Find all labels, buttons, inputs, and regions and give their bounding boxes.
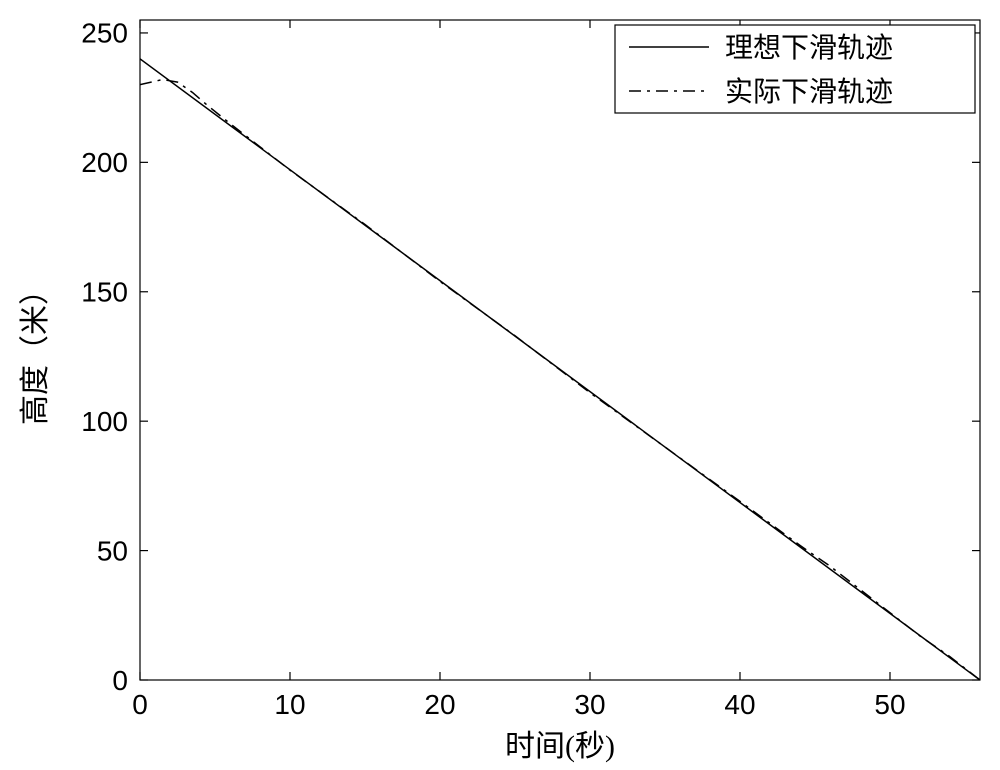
x-tick-label: 0	[132, 689, 148, 720]
x-tick-label: 40	[724, 689, 755, 720]
y-tick-label: 200	[81, 147, 128, 178]
line-chart: 0 10 20 30 40 50 0 50 100 150 200 250 时间(秒) 高度（米） 理想下滑…	[0, 0, 1000, 770]
plot-border	[140, 20, 980, 680]
y-tick-label: 0	[112, 665, 128, 696]
x-tick-label: 20	[424, 689, 455, 720]
y-tick-label: 50	[97, 535, 128, 566]
x-tick-label: 50	[874, 689, 905, 720]
y-tick-label: 100	[81, 406, 128, 437]
legend-label-0: 理想下滑轨迹	[725, 32, 893, 64]
y-axis-label: 高度（米）	[19, 275, 52, 425]
x-tick-label: 30	[574, 689, 605, 720]
x-tick-label: 10	[274, 689, 305, 720]
chart-container: 0 10 20 30 40 50 0 50 100 150 200 250 时间(秒) 高度（米） 理想下滑…	[0, 0, 1000, 770]
series-line-1	[140, 80, 980, 680]
legend-label-1: 实际下滑轨迹	[725, 76, 893, 108]
y-tick-label: 150	[81, 277, 128, 308]
y-tick-label: 250	[81, 18, 128, 49]
x-axis-label: 时间(秒)	[505, 730, 615, 763]
